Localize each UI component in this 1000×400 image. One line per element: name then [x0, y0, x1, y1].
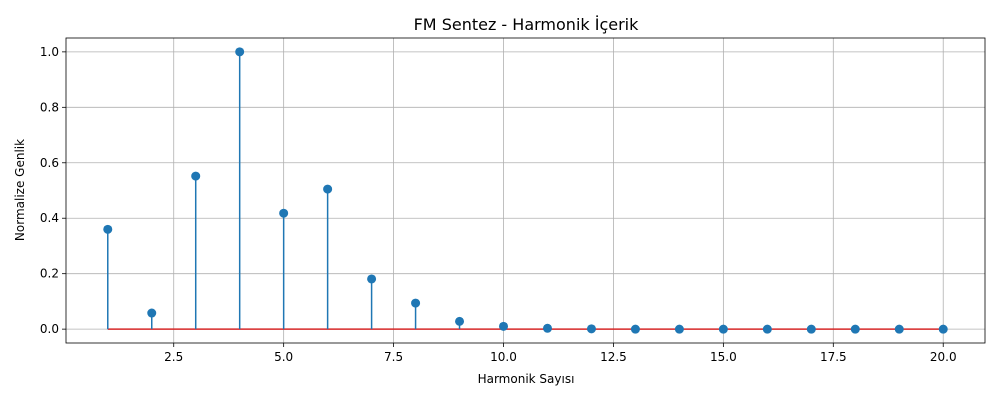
data-point — [235, 47, 245, 57]
data-point — [718, 324, 728, 334]
axis-ticks: 2.5 5.0 7.5 10.0 12.5 15.0 17.5 20.0 0.0 0.2 0.4 0.… — [40, 45, 957, 364]
chart-title: FM Sentez - Harmonik İçerik — [414, 15, 640, 34]
x-tick-label: 10.0 — [490, 350, 517, 364]
stem-series — [103, 47, 948, 334]
y-tick-label: 0.6 — [40, 156, 59, 170]
data-point — [103, 224, 113, 234]
x-tick-label: 2.5 — [164, 350, 183, 364]
data-point — [367, 274, 377, 284]
x-axis-label: Harmonik Sayısı — [478, 372, 575, 386]
y-axis-label: Normalize Genlik — [13, 139, 27, 241]
grid-lines — [66, 38, 985, 343]
data-point — [542, 323, 552, 333]
data-point — [806, 324, 816, 334]
y-tick-label: 1.0 — [40, 45, 59, 59]
data-point — [894, 324, 904, 334]
data-point — [411, 298, 421, 308]
x-tick-label: 20.0 — [930, 350, 957, 364]
data-point — [499, 321, 509, 331]
x-tick-label: 17.5 — [820, 350, 847, 364]
data-point — [850, 324, 860, 334]
x-tick-label: 7.5 — [384, 350, 403, 364]
data-point — [455, 316, 465, 326]
x-tick-label: 12.5 — [600, 350, 627, 364]
data-point — [147, 308, 157, 318]
data-point — [762, 324, 772, 334]
y-tick-label: 0.2 — [40, 267, 59, 281]
y-tick-label: 0.4 — [40, 211, 59, 225]
data-point — [674, 324, 684, 334]
x-tick-label: 5.0 — [274, 350, 293, 364]
data-point — [938, 324, 948, 334]
plot-frame — [65, 37, 986, 344]
data-point — [191, 171, 201, 181]
y-tick-label: 0.0 — [40, 322, 59, 336]
plot-border — [65, 37, 986, 344]
data-point — [323, 184, 333, 194]
data-point — [586, 324, 596, 334]
data-point — [279, 208, 289, 218]
x-tick-label: 15.0 — [710, 350, 737, 364]
data-point — [630, 324, 640, 334]
y-tick-label: 0.8 — [40, 100, 59, 114]
